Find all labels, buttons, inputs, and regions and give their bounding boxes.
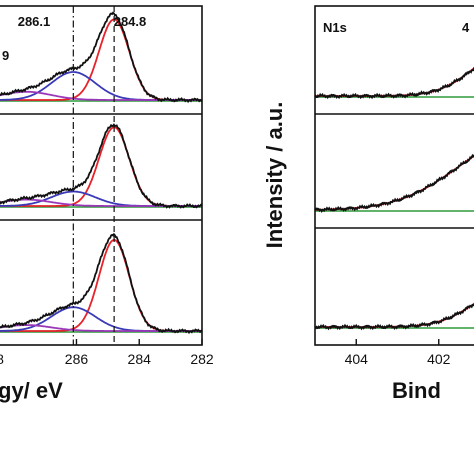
measured-spectrum-line: [314, 153, 474, 213]
measured-spectrum-line: [0, 123, 203, 209]
peak-label-286: 286.1: [18, 14, 51, 29]
x-tick-label-partial: 8: [0, 351, 4, 367]
n1s-x-axis-label: Bind: [392, 378, 441, 403]
n1s-y-axis-label: Intensity / a.u.: [262, 102, 287, 249]
measured-spectrum-line: [0, 232, 203, 335]
measured-spectrum-line: [0, 11, 203, 104]
n1s-panel-label: N1s: [323, 20, 347, 35]
c1s-frame: [0, 5, 203, 346]
fit-component-c-c: [0, 238, 202, 332]
c1s-x-axis-label: gy/ eV: [0, 378, 63, 403]
x-tick-label: 404: [345, 351, 369, 367]
n1s-x-ticks: 404 402: [345, 339, 451, 367]
measured-spectrum-line: [314, 302, 474, 331]
x-tick-label: 402: [427, 351, 451, 367]
n1s-corner-label: 4: [462, 20, 470, 35]
n1s-curves: [314, 67, 474, 331]
fit-component-c-c: [0, 126, 202, 207]
x-tick-label: 282: [190, 351, 214, 367]
c1s-corner-label: 9: [2, 48, 9, 63]
x-tick-label: 286: [65, 351, 89, 367]
c1s-panel: 286 284 282 8 286.1 284.8 9 gy/ eV: [0, 5, 214, 403]
fit-component-c-n: [0, 306, 202, 332]
c1s-reference-lines: [72, 6, 115, 345]
c1s-x-ticks: 286 284 282 8: [0, 339, 214, 367]
x-tick-label: 284: [128, 351, 152, 367]
n1s-frame: [314, 5, 474, 346]
measured-spectrum-line: [314, 67, 474, 100]
fit-component-n1: [315, 67, 474, 97]
fit-component-c-n: [0, 71, 202, 101]
peak-label-284: 284.8: [114, 14, 147, 29]
n1s-panel: 404 402 N1s 4 Intensity / a.u. Bind: [262, 5, 474, 403]
c1s-curves: [0, 11, 203, 335]
fit-component-n1: [315, 302, 474, 328]
